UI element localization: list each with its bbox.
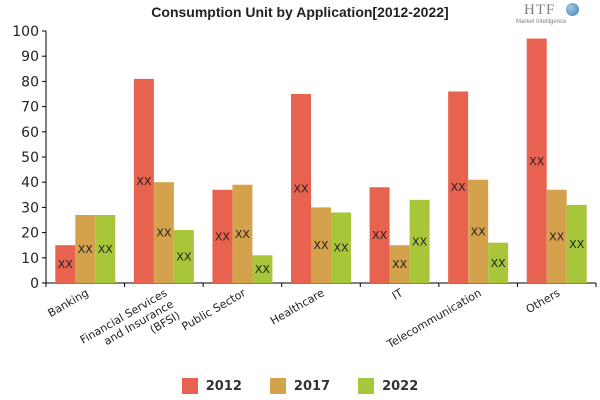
bar-data-label: XX	[293, 183, 309, 196]
legend-label: 2017	[293, 378, 331, 394]
legend-item-2022: 2022	[358, 378, 418, 394]
y-tick-label: 20	[21, 226, 39, 242]
legend-item-2017: 2017	[269, 378, 331, 394]
bar-data-label: XX	[491, 257, 507, 270]
bar-data-label: XX	[235, 228, 251, 241]
bar-2012	[448, 91, 469, 283]
bar-2012	[291, 94, 311, 283]
bar-data-label: XX	[98, 243, 114, 256]
bar-data-label: XX	[58, 258, 74, 271]
bar-data-label: XX	[255, 263, 271, 276]
bar-2017	[232, 184, 253, 283]
y-tick-label: 10	[21, 251, 39, 267]
legend-item-2012: 2012	[181, 378, 242, 394]
bar-data-label: XX	[372, 229, 388, 242]
bar-2022	[566, 204, 587, 283]
bar-data-label: XX	[412, 235, 428, 248]
bar-data-label: XX	[471, 225, 487, 238]
bar-2022	[488, 242, 509, 283]
bar-2017	[75, 214, 96, 283]
bar-data-label: XX	[451, 181, 467, 194]
bar-2022	[409, 199, 430, 283]
y-tick-label: 30	[21, 200, 39, 216]
bar-2017	[311, 207, 331, 283]
bar-data-label: XX	[333, 242, 349, 255]
bar-2012	[369, 187, 390, 283]
bar-2022	[331, 212, 351, 283]
bar-2022	[252, 255, 273, 283]
y-tick-label: 80	[21, 74, 39, 90]
bar-2012	[55, 245, 76, 283]
legend-label: 2012	[205, 378, 242, 394]
bar-data-label: XX	[313, 239, 329, 252]
y-tick-label: 40	[21, 175, 39, 191]
bar-2012	[212, 189, 233, 283]
legend-swatch	[181, 378, 198, 394]
globe-icon	[566, 3, 579, 16]
bar-data-label: XX	[136, 175, 152, 188]
logo-sub-text: Market Intelligence	[516, 19, 567, 25]
chart-title: Consumption Unit by Application[2012-202…	[151, 4, 449, 20]
bar-2017	[546, 189, 567, 283]
legend-label: 2022	[382, 378, 419, 394]
legend-swatch	[358, 378, 375, 394]
x-category-label: IT	[390, 286, 405, 302]
bar-data-label: XX	[392, 258, 408, 271]
y-tick-label: 0	[30, 276, 39, 292]
bar-data-label: XX	[176, 251, 192, 264]
y-tick-label: 90	[21, 49, 39, 65]
y-tick-label: 60	[21, 125, 39, 141]
x-category-label: Others	[524, 286, 563, 316]
y-tick-label: 50	[21, 150, 39, 166]
legend: 2012 2017 2022	[0, 378, 600, 398]
bar-data-label: XX	[156, 227, 172, 240]
legend-swatch	[269, 378, 286, 394]
bar-2012	[133, 78, 154, 283]
x-category-label: Financial Servicesand Insurance(BFSI)	[78, 286, 183, 369]
brand-logo: HTF Market Intelligence	[516, 2, 586, 28]
bar-2022	[173, 230, 194, 283]
bar-2022	[95, 214, 116, 283]
bar-data-label: XX	[215, 230, 231, 243]
x-category-label: Public Sector	[180, 286, 249, 333]
bar-data-label: XX	[569, 238, 585, 251]
y-tick-label: 70	[21, 100, 39, 116]
bar-2012	[526, 38, 547, 284]
bar-data-label: XX	[529, 155, 545, 168]
bar-data-label: XX	[78, 243, 94, 256]
bar-2017	[468, 179, 489, 283]
bar-2017	[153, 182, 174, 283]
bar-2017	[389, 245, 410, 283]
y-tick-label: 100	[12, 24, 39, 40]
x-category-label: Banking	[46, 286, 91, 320]
logo-main-text: HTF	[524, 2, 556, 18]
x-category-label: Healthcare	[268, 286, 327, 327]
bar-data-label: XX	[549, 230, 565, 243]
